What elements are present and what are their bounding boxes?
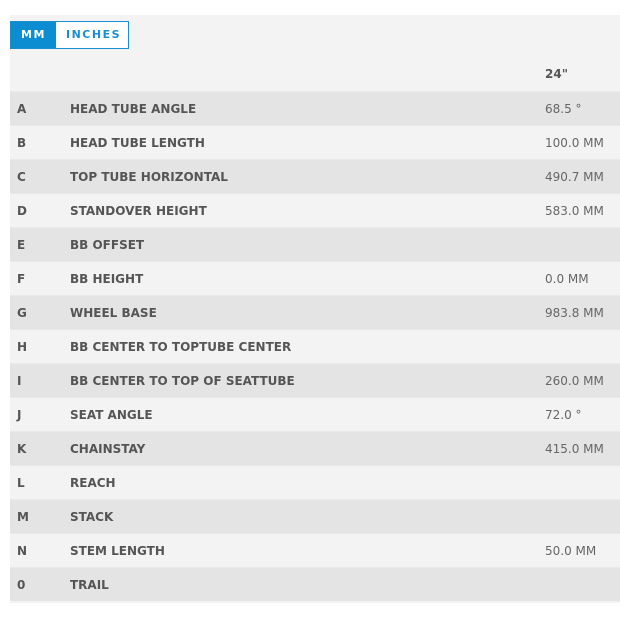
- table-row: I BB CENTER TO TOP OF SEATTUBE 260.0 MM: [10, 363, 620, 397]
- row-name: HEAD TUBE LENGTH: [70, 136, 205, 150]
- size-header: 24": [545, 67, 568, 81]
- row-letter: J: [17, 408, 22, 422]
- row-name: CHAINSTAY: [70, 442, 146, 456]
- table-row: J SEAT ANGLE 72.0 °: [10, 397, 620, 431]
- table-row: D STANDOVER HEIGHT 583.0 MM: [10, 193, 620, 227]
- unit-toggle: MM INCHES: [10, 21, 129, 49]
- row-value: 100.0 MM: [545, 136, 604, 150]
- row-letter: I: [17, 374, 22, 388]
- table-row: 0 TRAIL: [10, 567, 620, 601]
- row-letter: 0: [17, 578, 26, 592]
- inches-button[interactable]: INCHES: [56, 22, 128, 48]
- row-value: 68.5 °: [545, 102, 582, 116]
- row-letter: C: [17, 170, 26, 184]
- row-value: 583.0 MM: [545, 204, 604, 218]
- table-row: N STEM LENGTH 50.0 MM: [10, 533, 620, 567]
- row-letter: E: [17, 238, 26, 252]
- row-value: 50.0 MM: [545, 544, 597, 558]
- row-letter: B: [17, 136, 27, 150]
- row-name: STANDOVER HEIGHT: [70, 204, 207, 218]
- table-row: F BB HEIGHT 0.0 MM: [10, 261, 620, 295]
- row-name: REACH: [70, 476, 116, 490]
- row-letter: L: [17, 476, 25, 490]
- geometry-panel: MM INCHES 24" A HEAD TUBE ANGLE 68.5 ° B HEA…: [10, 15, 620, 603]
- row-name: TRAIL: [70, 578, 109, 592]
- mm-button[interactable]: MM: [11, 22, 56, 48]
- row-name: BB CENTER TO TOPTUBE CENTER: [70, 340, 292, 354]
- geometry-table: A HEAD TUBE ANGLE 68.5 ° B HEAD TUBE LENGTH 1…: [10, 91, 620, 601]
- row-name: BB CENTER TO TOP OF SEATTUBE: [70, 374, 295, 388]
- table-row: H BB CENTER TO TOPTUBE CENTER: [10, 329, 620, 363]
- row-name: HEAD TUBE ANGLE: [70, 102, 197, 116]
- row-name: BB OFFSET: [70, 238, 145, 252]
- table-row: M STACK: [10, 499, 620, 533]
- table-row: A HEAD TUBE ANGLE 68.5 °: [10, 91, 620, 125]
- row-value: 0.0 MM: [545, 272, 589, 286]
- row-value: 72.0 °: [545, 408, 582, 422]
- row-letter: G: [17, 306, 27, 320]
- row-letter: F: [17, 272, 26, 286]
- row-letter: H: [17, 340, 28, 354]
- table-row: G WHEEL BASE 983.8 MM: [10, 295, 620, 329]
- row-value: 415.0 MM: [545, 442, 604, 456]
- row-value: 490.7 MM: [545, 170, 604, 184]
- row-name: STACK: [70, 510, 114, 524]
- table-row: K CHAINSTAY 415.0 MM: [10, 431, 620, 465]
- row-name: SEAT ANGLE: [70, 408, 153, 422]
- table-row: L REACH: [10, 465, 620, 499]
- row-value: 260.0 MM: [545, 374, 604, 388]
- row-value: 983.8 MM: [545, 306, 604, 320]
- row-name: STEM LENGTH: [70, 544, 165, 558]
- row-letter: D: [17, 204, 27, 218]
- row-name: BB HEIGHT: [70, 272, 144, 286]
- row-letter: A: [17, 102, 27, 116]
- row-letter: N: [17, 544, 28, 558]
- row-name: TOP TUBE HORIZONTAL: [70, 170, 228, 184]
- table-row: B HEAD TUBE LENGTH 100.0 MM: [10, 125, 620, 159]
- row-name: WHEEL BASE: [70, 306, 157, 320]
- row-letter: M: [17, 510, 29, 524]
- row-letter: K: [17, 442, 27, 456]
- table-row: C TOP TUBE HORIZONTAL 490.7 MM: [10, 159, 620, 193]
- table-row: E BB OFFSET: [10, 227, 620, 261]
